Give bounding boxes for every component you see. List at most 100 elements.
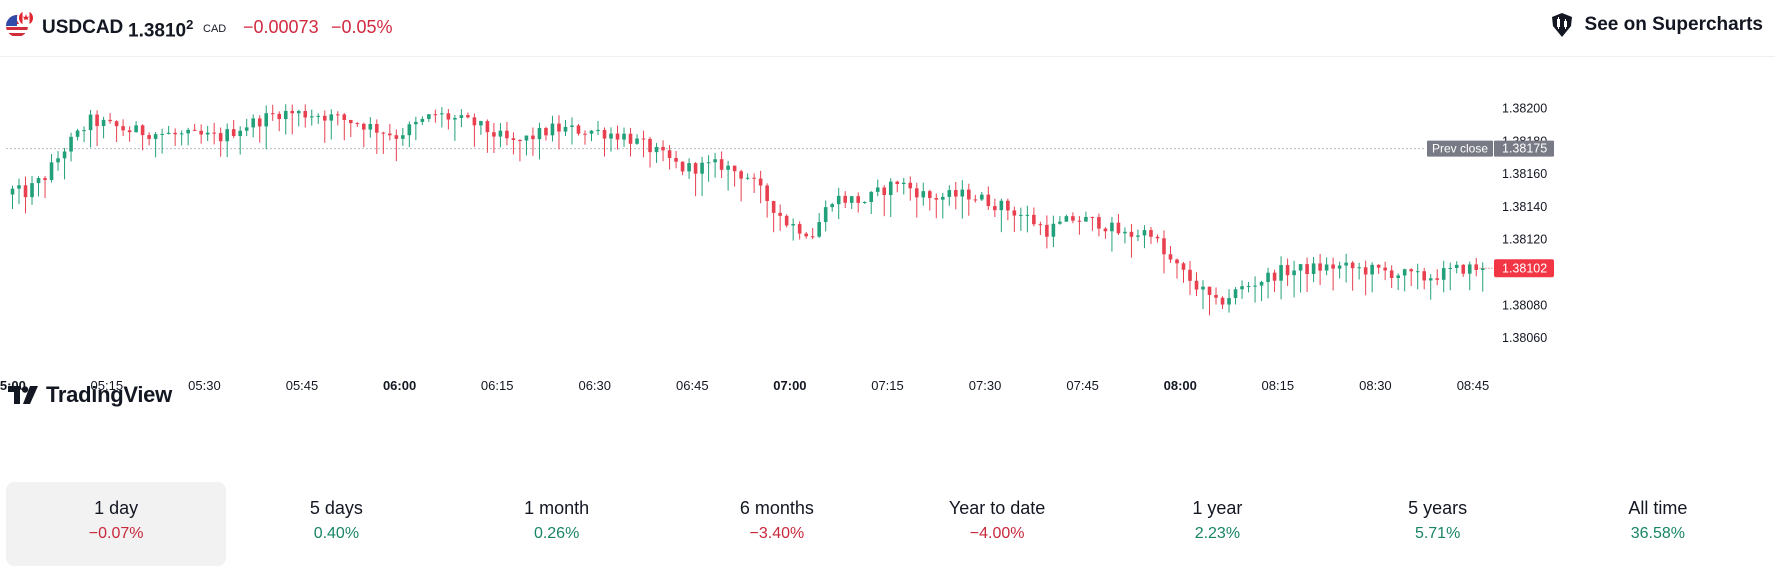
candle-body bbox=[264, 113, 269, 127]
candle-body bbox=[329, 114, 334, 121]
period-5-years[interactable]: 5 years 5.71% bbox=[1328, 482, 1548, 566]
candle-body bbox=[199, 130, 203, 135]
candle bbox=[661, 140, 665, 162]
candle bbox=[264, 105, 269, 150]
period-1-year[interactable]: 1 year 2.23% bbox=[1107, 482, 1327, 566]
candle-body bbox=[1467, 264, 1472, 274]
candle-body bbox=[1305, 264, 1309, 274]
candle bbox=[667, 145, 672, 170]
period-change: 2.23% bbox=[1194, 525, 1241, 542]
candle-body bbox=[498, 130, 503, 137]
candle bbox=[524, 135, 529, 156]
candle-body bbox=[1259, 281, 1264, 286]
candle-body bbox=[1435, 278, 1440, 280]
candle-body bbox=[505, 130, 509, 139]
currency-code: CAD bbox=[203, 23, 227, 35]
x-tick-label: 05:30 bbox=[188, 378, 221, 393]
candle-body bbox=[355, 123, 360, 125]
candle-body bbox=[524, 135, 529, 141]
candle bbox=[1448, 262, 1453, 291]
candle-body bbox=[1448, 267, 1453, 269]
period-year-to-date[interactable]: Year to date −4.00% bbox=[887, 482, 1107, 566]
candle-body bbox=[375, 124, 379, 133]
see-on-supercharts-button[interactable]: See on Supercharts bbox=[1549, 12, 1763, 38]
period-1-day[interactable]: 1 day −0.07% bbox=[6, 482, 227, 566]
candle-body bbox=[856, 196, 861, 203]
y-tick-label: 1.38060 bbox=[1502, 331, 1547, 345]
candle-body bbox=[335, 114, 340, 116]
candle-body bbox=[1201, 286, 1205, 290]
candle bbox=[1409, 268, 1413, 287]
candle-body bbox=[1006, 200, 1010, 211]
candle bbox=[544, 126, 548, 141]
candle-body bbox=[1175, 259, 1179, 264]
period-label: Year to date bbox=[948, 498, 1046, 518]
y-tick-label: 1.38200 bbox=[1502, 102, 1547, 116]
period-label: 5 days bbox=[309, 498, 363, 518]
candle bbox=[225, 123, 229, 158]
period-change: 0.26% bbox=[533, 525, 580, 542]
y-tick-label: 1.38160 bbox=[1502, 167, 1547, 181]
candle bbox=[615, 125, 620, 150]
candle bbox=[973, 194, 978, 203]
candle-body bbox=[82, 130, 86, 132]
candle bbox=[205, 125, 210, 142]
price-change: −0.00073 bbox=[243, 17, 319, 37]
candle-body bbox=[622, 133, 626, 140]
candle bbox=[921, 182, 926, 206]
candle bbox=[1012, 206, 1017, 233]
candle bbox=[1168, 246, 1173, 263]
candle-body bbox=[1266, 272, 1270, 282]
period-6-months[interactable]: 6 months −3.40% bbox=[667, 482, 887, 566]
candle-body bbox=[492, 132, 496, 137]
candle bbox=[589, 130, 594, 142]
candle-body bbox=[875, 187, 880, 192]
candle-body bbox=[908, 182, 913, 189]
period-label: All time bbox=[1628, 498, 1688, 518]
candle bbox=[95, 110, 99, 147]
price-chart[interactable]: 1.380601.380801.381001.381201.381401.381… bbox=[0, 60, 1775, 460]
candle-body bbox=[1123, 231, 1127, 234]
candle bbox=[1357, 262, 1361, 280]
candle-body bbox=[849, 196, 854, 203]
candle bbox=[784, 214, 789, 228]
candle-body bbox=[765, 185, 769, 201]
candle-body bbox=[784, 215, 789, 226]
symbol-name[interactable]: USDCAD bbox=[42, 17, 124, 38]
period-label: 1 month bbox=[524, 498, 590, 518]
candle-body bbox=[270, 113, 275, 115]
candle-body bbox=[570, 125, 574, 127]
candle bbox=[192, 123, 197, 132]
candle-body bbox=[980, 194, 984, 200]
candle-body bbox=[147, 135, 151, 139]
candle-body bbox=[1155, 236, 1160, 239]
candle bbox=[1246, 281, 1251, 293]
candle-body bbox=[967, 189, 971, 200]
candle bbox=[518, 139, 522, 162]
candle-body bbox=[108, 119, 112, 122]
candle bbox=[1006, 198, 1010, 221]
candle-body bbox=[446, 113, 451, 120]
candle-body bbox=[1188, 269, 1192, 281]
period-1-month[interactable]: 1 month 0.26% bbox=[447, 482, 667, 566]
candle bbox=[492, 122, 496, 154]
price-change-percent: −0.05% bbox=[331, 17, 393, 37]
candle-body bbox=[1350, 262, 1355, 269]
candle bbox=[375, 119, 379, 154]
period-all-time[interactable]: All time 36.58% bbox=[1548, 482, 1768, 566]
candle-body bbox=[862, 202, 867, 204]
period-5-days[interactable]: 5 days 0.40% bbox=[226, 482, 446, 566]
tradingview-logo-icon bbox=[8, 386, 38, 404]
candle bbox=[440, 107, 444, 128]
candle-body bbox=[661, 146, 665, 151]
candle bbox=[1207, 286, 1212, 316]
candle-body bbox=[1318, 263, 1322, 271]
candle-body bbox=[1370, 264, 1374, 275]
candle-body bbox=[348, 119, 353, 124]
candle bbox=[1084, 211, 1088, 222]
candle bbox=[251, 114, 256, 138]
candle-body bbox=[700, 162, 704, 174]
candle-body bbox=[1038, 224, 1043, 226]
candle bbox=[765, 183, 769, 218]
candle bbox=[498, 123, 503, 148]
